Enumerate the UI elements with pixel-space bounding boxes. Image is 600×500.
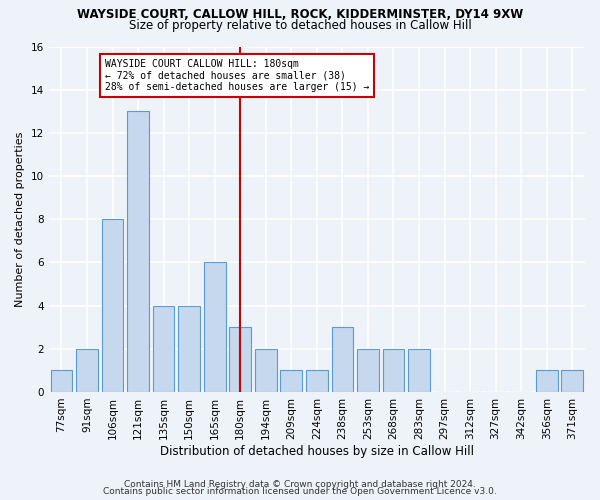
Bar: [153, 306, 175, 392]
Bar: [332, 327, 353, 392]
Bar: [383, 349, 404, 392]
Bar: [255, 349, 277, 392]
Bar: [306, 370, 328, 392]
Bar: [357, 349, 379, 392]
Text: WAYSIDE COURT, CALLOW HILL, ROCK, KIDDERMINSTER, DY14 9XW: WAYSIDE COURT, CALLOW HILL, ROCK, KIDDER…: [77, 8, 523, 20]
Bar: [408, 349, 430, 392]
Text: Contains public sector information licensed under the Open Government Licence v3: Contains public sector information licen…: [103, 487, 497, 496]
Text: Size of property relative to detached houses in Callow Hill: Size of property relative to detached ho…: [128, 19, 472, 32]
Bar: [101, 219, 124, 392]
Bar: [127, 112, 149, 392]
X-axis label: Distribution of detached houses by size in Callow Hill: Distribution of detached houses by size …: [160, 444, 474, 458]
Bar: [562, 370, 583, 392]
Y-axis label: Number of detached properties: Number of detached properties: [15, 132, 25, 307]
Bar: [204, 262, 226, 392]
Bar: [229, 327, 251, 392]
Bar: [178, 306, 200, 392]
Text: Contains HM Land Registry data © Crown copyright and database right 2024.: Contains HM Land Registry data © Crown c…: [124, 480, 476, 489]
Bar: [76, 349, 98, 392]
Bar: [280, 370, 302, 392]
Text: WAYSIDE COURT CALLOW HILL: 180sqm
← 72% of detached houses are smaller (38)
28% : WAYSIDE COURT CALLOW HILL: 180sqm ← 72% …: [105, 58, 370, 92]
Bar: [50, 370, 72, 392]
Bar: [536, 370, 557, 392]
